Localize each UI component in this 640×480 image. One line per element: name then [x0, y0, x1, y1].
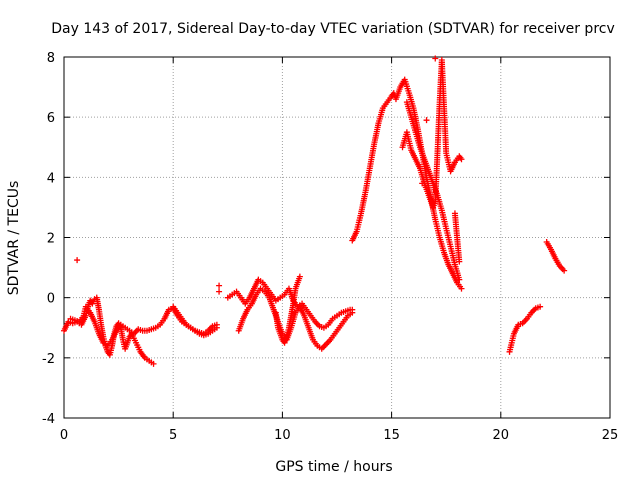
x-tick-label: 20 [493, 428, 510, 443]
x-tick-label: 0 [60, 428, 68, 443]
x-tick-label: 25 [602, 428, 619, 443]
y-tick-label: 8 [47, 51, 55, 66]
y-tick-label: -2 [42, 352, 55, 367]
data-point [216, 288, 223, 295]
data-point [456, 258, 463, 265]
y-tick-label: 2 [47, 232, 55, 247]
data-point [537, 303, 544, 310]
data-point [419, 180, 426, 187]
data-point [458, 285, 465, 292]
y-tick-label: -4 [42, 412, 55, 427]
data-point [296, 273, 303, 280]
grid [64, 57, 610, 418]
data-point [74, 257, 81, 264]
x-tick-label: 5 [169, 428, 177, 443]
data-point [458, 156, 465, 163]
data-point [423, 117, 430, 124]
data-point [213, 324, 220, 331]
x-tick-label: 15 [383, 428, 400, 443]
axis-ticks: 0 5 10 15 20 25 -4 -2 0 2 4 6 8 [42, 51, 618, 443]
data-point [216, 282, 223, 289]
y-tick-label: 0 [47, 292, 55, 307]
y-tick-label: 6 [47, 111, 55, 126]
y-tick-label: 4 [47, 171, 55, 186]
data-point [349, 309, 356, 316]
data-points [61, 55, 568, 367]
x-axis-label: GPS time / hours [275, 459, 392, 475]
data-point [150, 360, 157, 367]
data-point [561, 267, 568, 274]
data-point [432, 55, 439, 62]
chart-title: Day 143 of 2017, Sidereal Day-to-day VTE… [51, 21, 615, 37]
x-tick-label: 10 [274, 428, 291, 443]
data-point [456, 276, 463, 283]
y-axis-label: SDTVAR / TECUs [6, 181, 22, 296]
